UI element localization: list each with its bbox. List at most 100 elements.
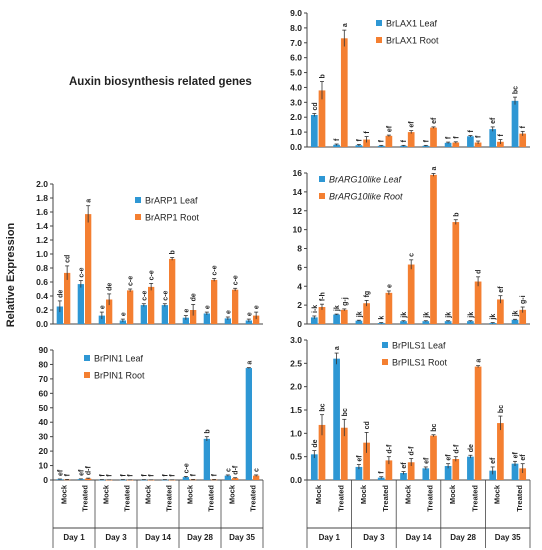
y-tick-label: 1.4 (36, 221, 48, 231)
bar (232, 478, 239, 480)
significance-letter: ef (57, 469, 64, 476)
significance-letter: c (225, 468, 232, 472)
bar (400, 145, 407, 147)
legend-swatch (319, 176, 325, 182)
significance-letter: f (99, 474, 106, 477)
legend-swatch (382, 342, 388, 348)
y-tick-label: 2.0 (290, 112, 302, 122)
significance-letter: ef (490, 117, 497, 124)
y-tick-label: 0.5 (290, 452, 302, 462)
significance-letter: f (170, 474, 177, 477)
bar (169, 258, 176, 324)
legend-swatch (319, 193, 325, 199)
bar (318, 90, 326, 147)
bar (467, 456, 474, 480)
bar (333, 144, 340, 147)
bar (430, 174, 437, 324)
significance-letter: f (65, 473, 72, 476)
y-tick-label: 0 (43, 475, 48, 485)
significance-letter: f (446, 136, 453, 139)
y-tick-label: 0.0 (36, 319, 48, 329)
significance-letter: jk (423, 312, 430, 319)
significance-letter: d-f (386, 444, 393, 454)
bar (452, 142, 460, 147)
y-tick-label: 16 (293, 168, 303, 178)
significance-letter: g-j (342, 297, 349, 306)
bar (474, 366, 482, 480)
y-tick-label: 6.0 (290, 53, 302, 63)
chart-panel-middle-right: 0246810121416i-kf-hjkg-jjkfgkejkcjkajkbj… (293, 166, 530, 329)
bar (245, 320, 252, 324)
chart-panels: 0.01.02.03.04.05.06.07.08.09.0cdbfafffef… (36, 8, 531, 548)
significance-letter: bc (342, 408, 349, 416)
legend-swatch (84, 372, 90, 378)
x-category-label: Treated (426, 485, 435, 512)
significance-letter: ef (513, 451, 520, 458)
significance-letter: jk (446, 312, 453, 319)
bar (211, 479, 218, 481)
y-tick-label: 1.6 (36, 207, 48, 217)
significance-letter: c-e (149, 270, 156, 280)
bar (98, 315, 105, 324)
bar (333, 358, 340, 480)
significance-letter: de (468, 444, 475, 452)
x-category-label: Mock (314, 484, 323, 504)
significance-letter: ef (401, 462, 408, 469)
legend-label: BrPILS1 Root (392, 358, 448, 368)
bar (119, 479, 126, 481)
day-label: Day 28 (187, 533, 213, 542)
x-category-label: Treated (81, 485, 90, 512)
significance-letter: f (191, 473, 198, 476)
significance-letter: e (120, 312, 127, 316)
significance-letter: c-e (78, 267, 85, 277)
day-label: Day 14 (145, 533, 171, 542)
bar (161, 479, 168, 481)
significance-letter: c-e (128, 276, 135, 286)
significance-letter: f (212, 473, 219, 476)
bar (56, 306, 63, 324)
y-tick-label: 6 (297, 262, 302, 272)
significance-letter: d-f (409, 446, 416, 456)
significance-letter: c-e (162, 290, 169, 300)
y-tick-label: 5.0 (290, 68, 302, 78)
legend-label: BrARG10like Root (329, 192, 403, 202)
bar (85, 478, 92, 480)
significance-letter: bc (498, 405, 505, 413)
y-tick-label: 1.0 (290, 428, 302, 438)
y-tick-label: 1.0 (290, 127, 302, 137)
significance-letter: e (183, 309, 190, 313)
y-tick-label: 30 (39, 432, 49, 442)
significance-letter: bc (431, 423, 438, 431)
bar (211, 279, 218, 324)
bar (98, 479, 105, 481)
bar (363, 139, 370, 147)
bar (355, 466, 363, 480)
x-category-label: Mock (448, 484, 457, 504)
bar (182, 477, 189, 480)
significance-letter: jk (401, 312, 408, 319)
x-category-label: Treated (207, 485, 216, 512)
significance-letter: c-e (233, 275, 240, 285)
y-tick-label: 1.2 (36, 235, 48, 245)
bar (407, 462, 415, 480)
significance-letter: ef (490, 457, 497, 464)
bar (106, 299, 113, 324)
significance-letter: e (225, 310, 232, 314)
bar (127, 290, 134, 324)
legend-label: BrLAX1 Root (386, 36, 439, 46)
significance-letter: jk (490, 314, 497, 321)
bar (407, 264, 415, 324)
legend-label: BrPILS1 Leaf (392, 341, 446, 351)
legend-label: BrARG10like Leaf (329, 175, 403, 185)
bar (340, 309, 348, 324)
y-tick-label: 0.6 (36, 277, 48, 287)
bar (182, 317, 189, 324)
x-category-label: Treated (515, 485, 524, 512)
significance-letter: f (453, 136, 460, 139)
significance-letter: jk (356, 311, 363, 318)
bar (140, 305, 147, 324)
bar (340, 427, 348, 480)
bar (489, 129, 497, 147)
bar (232, 289, 239, 324)
y-tick-label: 0.2 (36, 305, 48, 315)
